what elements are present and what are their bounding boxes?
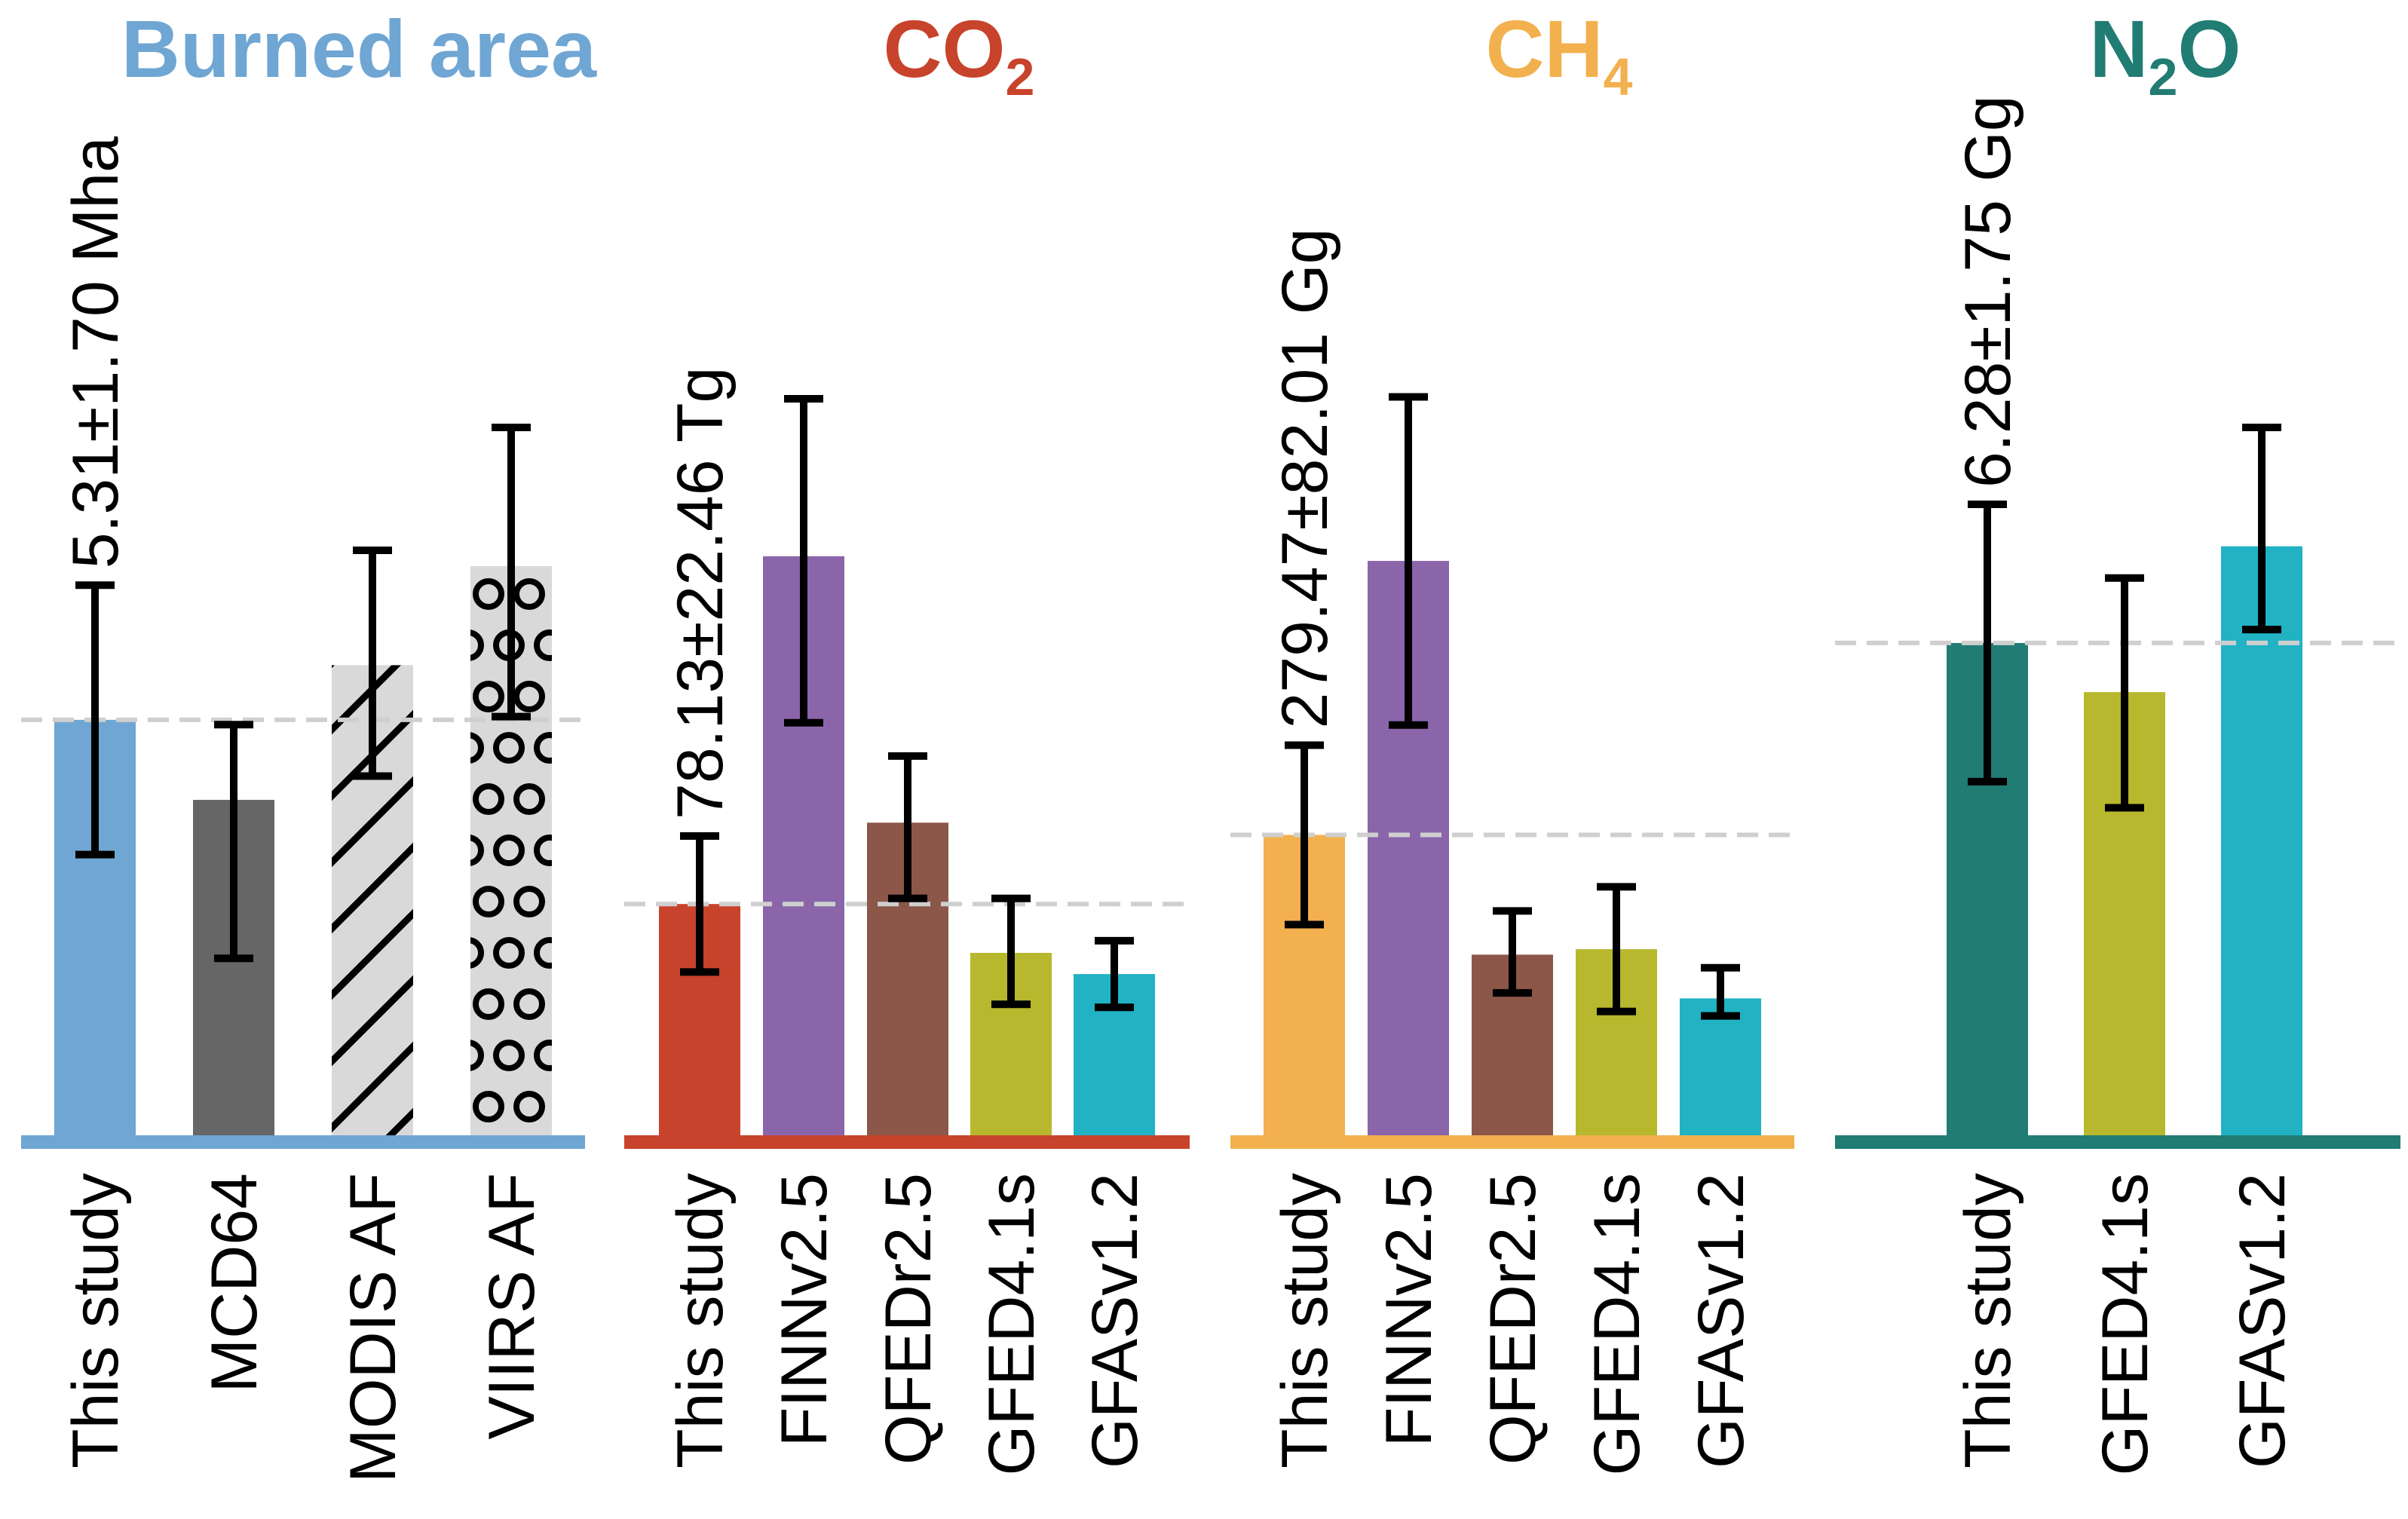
category-label-this-study: This study — [664, 1173, 737, 1468]
error-bar-this-study — [680, 832, 719, 976]
error-bar-gfed4-1s — [2105, 574, 2144, 812]
value-annotation: 6.28±1.75 Gg — [1952, 95, 2024, 488]
error-bar-this-study — [75, 581, 115, 859]
panel-title-text: Burned area — [121, 3, 597, 94]
error-bar-mcd64 — [214, 721, 253, 963]
error-bar-gfed4-1s — [1597, 883, 1636, 1015]
bar-gfasv1-2 — [2221, 546, 2302, 1141]
panel-title-text: N — [2090, 3, 2149, 94]
error-bar-qfedr2-5 — [1493, 907, 1532, 997]
category-label-finnv2-5: FINNv2.5 — [1373, 1173, 1445, 1447]
category-label-this-study: This study — [1952, 1173, 2024, 1468]
panel-title-tail: O — [2177, 3, 2241, 94]
error-bar-gfasv1-2 — [2242, 424, 2281, 634]
error-bar-gfasv1-2 — [1095, 936, 1134, 1012]
panel-title: CH4 — [1486, 3, 1633, 106]
error-bar-finnv2-5 — [1389, 393, 1428, 729]
error-bar-finnv2-5 — [784, 395, 823, 727]
panel-3: CH4 279.47±82.01 Gg This study FINNv2.5 QFED… — [1230, 3, 1794, 1475]
category-label-gfed4-1s: GFED4.1s — [976, 1173, 1048, 1475]
panel-title: CO2 — [884, 3, 1035, 106]
panel-title-subscript: 2 — [1006, 47, 1035, 106]
category-label-gfed4-1s: GFED4.1s — [2089, 1173, 2161, 1475]
category-label-modis-af: MODIS AF — [337, 1173, 409, 1483]
panel-title: N2O — [2090, 3, 2241, 106]
panel-4: N2O 6.28±1.75 Gg This study GFED4.1s GFASv1.… — [1835, 3, 2400, 1475]
panel-title-text: CH — [1486, 3, 1604, 94]
category-label-gfasv1-2: GFASv1.2 — [1685, 1173, 1757, 1468]
category-label-gfasv1-2: GFASv1.2 — [1079, 1173, 1151, 1468]
category-label-mcd64: MCD64 — [198, 1173, 271, 1393]
category-label-gfed4-1s: GFED4.1s — [1581, 1173, 1653, 1475]
category-label-this-study: This study — [60, 1173, 132, 1468]
value-annotation: 78.13±22.46 Tg — [664, 367, 737, 819]
panel-title-subscript: 2 — [2149, 47, 2178, 106]
error-bar-modis-af — [353, 546, 392, 780]
error-bar-this-study — [1285, 741, 1324, 929]
error-bar-viirs-af — [492, 424, 531, 721]
category-label-viirs-af: VIIRS AF — [476, 1173, 548, 1440]
error-bar-this-study — [1968, 500, 2007, 786]
category-label-finnv2-5: FINNv2.5 — [768, 1173, 841, 1447]
category-label-this-study: This study — [1269, 1173, 1341, 1468]
error-bar-qfedr2-5 — [888, 752, 927, 902]
category-label-qfedr2-5: QFEDr2.5 — [872, 1173, 945, 1465]
panel-2: CO2 78.13±22.46 Tg This study FINNv2.5 QFEDr… — [624, 3, 1190, 1475]
category-label-qfedr2-5: QFEDr2.5 — [1477, 1173, 1549, 1465]
value-annotation: 279.47±82.01 Gg — [1269, 228, 1341, 728]
panel-title: Burned area — [121, 3, 597, 94]
error-bar-gfasv1-2 — [1701, 963, 1740, 1020]
panel-title-text: CO — [884, 3, 1006, 94]
panel-title-subscript: 4 — [1604, 47, 1633, 106]
category-label-gfasv1-2: GFASv1.2 — [2226, 1173, 2299, 1468]
panel-1: Burned area 5.31±1.70 Mha This study MCD64 M… — [21, 3, 597, 1483]
bar-gfasv1-2 — [1680, 998, 1761, 1141]
error-bar-gfed4-1s — [991, 894, 1031, 1009]
value-annotation: 5.31±1.70 Mha — [60, 136, 132, 568]
